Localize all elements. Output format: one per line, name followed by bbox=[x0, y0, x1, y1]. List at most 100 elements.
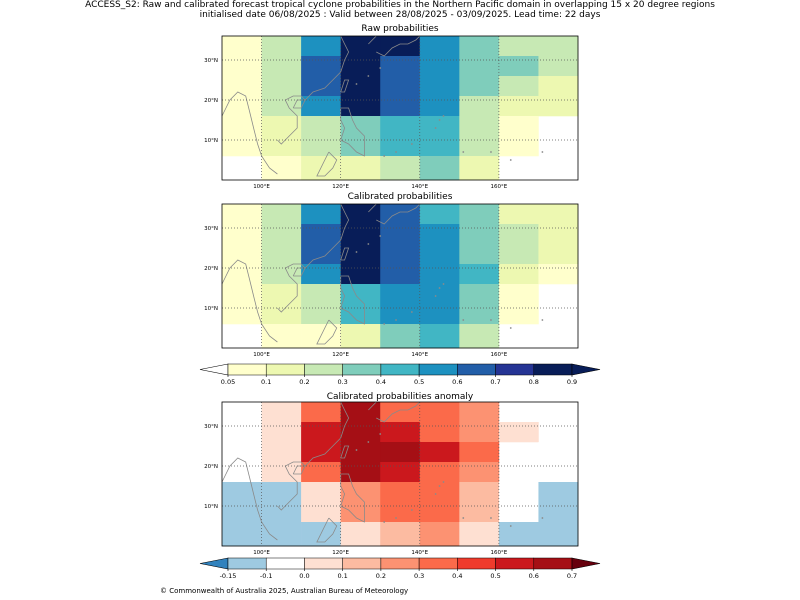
heatmap-cell bbox=[498, 522, 539, 547]
colorbar-tick-label: 0.7 bbox=[567, 572, 577, 580]
heatmap-cell bbox=[538, 442, 579, 463]
heatmap-cell bbox=[498, 204, 539, 225]
x-tick-label: 100°E bbox=[253, 184, 270, 190]
island bbox=[410, 509, 413, 511]
island bbox=[509, 525, 512, 527]
heatmap-cell bbox=[459, 264, 500, 285]
x-tick-label: 140°E bbox=[411, 352, 428, 358]
island bbox=[434, 295, 437, 297]
heatmap-cell bbox=[380, 244, 421, 265]
heatmap-cell bbox=[340, 324, 381, 349]
heatmap-cell bbox=[340, 522, 381, 547]
heatmap-cell bbox=[419, 264, 460, 285]
heatmap-cell bbox=[419, 116, 460, 137]
heatmap-cell bbox=[340, 36, 381, 57]
coastline bbox=[221, 259, 278, 343]
heatmap-cell bbox=[301, 502, 341, 523]
heatmap-cell bbox=[301, 284, 341, 305]
heatmap-cell bbox=[459, 482, 500, 503]
heatmap-cell bbox=[498, 36, 539, 57]
heatmap-cell bbox=[340, 442, 381, 463]
colorbar-over-arrow bbox=[571, 557, 601, 570]
heatmap-cell bbox=[222, 442, 262, 463]
colorbar-tick-label: 0.6 bbox=[529, 572, 539, 580]
heatmap-cell bbox=[498, 56, 539, 77]
heatmap-cell bbox=[419, 522, 460, 547]
heatmap-cell bbox=[222, 36, 262, 57]
heatmap-cell bbox=[340, 502, 381, 523]
heatmap-cell bbox=[498, 96, 539, 117]
panel-title-anomaly: Calibrated probabilities anomaly bbox=[326, 392, 474, 402]
heatmap-cell bbox=[340, 56, 381, 77]
x-tick-label: 160°E bbox=[491, 184, 508, 190]
colorbar-segment bbox=[418, 363, 458, 376]
heatmap-cell bbox=[459, 422, 500, 443]
island bbox=[509, 327, 512, 329]
heatmap-cell bbox=[419, 442, 460, 463]
colorbar-segment bbox=[457, 363, 496, 376]
heatmap-cell bbox=[498, 304, 539, 325]
colorbar-tick-label: 0.6 bbox=[452, 378, 462, 386]
heatmap-cell bbox=[301, 422, 341, 443]
heatmap-cell bbox=[459, 462, 500, 483]
colorbar-under-arrow bbox=[199, 363, 229, 376]
heatmap-cell bbox=[261, 264, 302, 285]
heatmap-cell bbox=[498, 224, 539, 245]
heatmap-cell bbox=[261, 482, 302, 503]
heatmap-cell bbox=[459, 324, 500, 349]
coastline bbox=[277, 35, 350, 145]
island bbox=[509, 159, 512, 161]
heatmap-cell bbox=[222, 136, 262, 157]
heatmap-cell bbox=[459, 96, 500, 117]
heatmap-cell bbox=[380, 156, 421, 181]
copyright-text: © Commonwealth of Australia 2025, Austra… bbox=[160, 587, 409, 595]
heatmap-cell bbox=[222, 304, 262, 325]
heatmap-cell bbox=[459, 136, 500, 157]
y-tick-label: 30°N bbox=[204, 424, 218, 430]
heatmap-cell bbox=[222, 204, 262, 225]
heatmap-cell bbox=[222, 402, 262, 423]
heatmap-cell bbox=[419, 482, 460, 503]
colorbar-tick-label: 0.4 bbox=[452, 572, 462, 580]
coastline bbox=[340, 275, 365, 325]
heatmap-cell bbox=[261, 136, 302, 157]
heatmap-cell bbox=[538, 462, 579, 483]
coastline bbox=[277, 203, 350, 313]
heatmap-cell bbox=[419, 36, 460, 57]
heatmap-cell bbox=[301, 264, 341, 285]
colorbar-under-arrow bbox=[199, 557, 229, 570]
colorbar-segment bbox=[342, 557, 382, 570]
colorbar-segment bbox=[533, 363, 573, 376]
x-tick-label: 140°E bbox=[411, 184, 428, 190]
heatmap-cell bbox=[261, 76, 302, 97]
heatmap-cell bbox=[419, 422, 460, 443]
island bbox=[490, 517, 492, 519]
heatmap-cell bbox=[419, 304, 460, 325]
heatmap-cell bbox=[340, 264, 381, 285]
heatmap-cell bbox=[419, 284, 460, 305]
heatmap-cell bbox=[380, 136, 421, 157]
colorbar-tick-label: 0.3 bbox=[337, 378, 347, 386]
colorbar-segment bbox=[304, 363, 343, 376]
heatmap-cell bbox=[340, 96, 381, 117]
heatmap-cell bbox=[340, 116, 381, 137]
heatmap-cell bbox=[340, 76, 381, 97]
coastline bbox=[316, 517, 338, 543]
colorbar-over-arrow bbox=[571, 363, 601, 376]
heatmap-cell bbox=[459, 502, 500, 523]
island bbox=[462, 151, 465, 153]
heatmap-cell bbox=[301, 244, 341, 265]
heatmap-cell bbox=[222, 224, 262, 245]
heatmap-cell bbox=[261, 36, 302, 57]
heatmap-cell bbox=[380, 422, 421, 443]
heatmap-cell bbox=[301, 304, 341, 325]
heatmap-cell bbox=[222, 116, 262, 137]
heatmap-cell bbox=[380, 56, 421, 77]
heatmap-cell bbox=[459, 402, 500, 423]
colorbar-tick-label: 0.1 bbox=[337, 572, 347, 580]
colorbar-tick-label: 0.8 bbox=[529, 378, 539, 386]
heatmap-cell bbox=[380, 76, 421, 97]
heatmap-cell bbox=[261, 204, 302, 225]
heatmap-cell bbox=[222, 284, 262, 305]
